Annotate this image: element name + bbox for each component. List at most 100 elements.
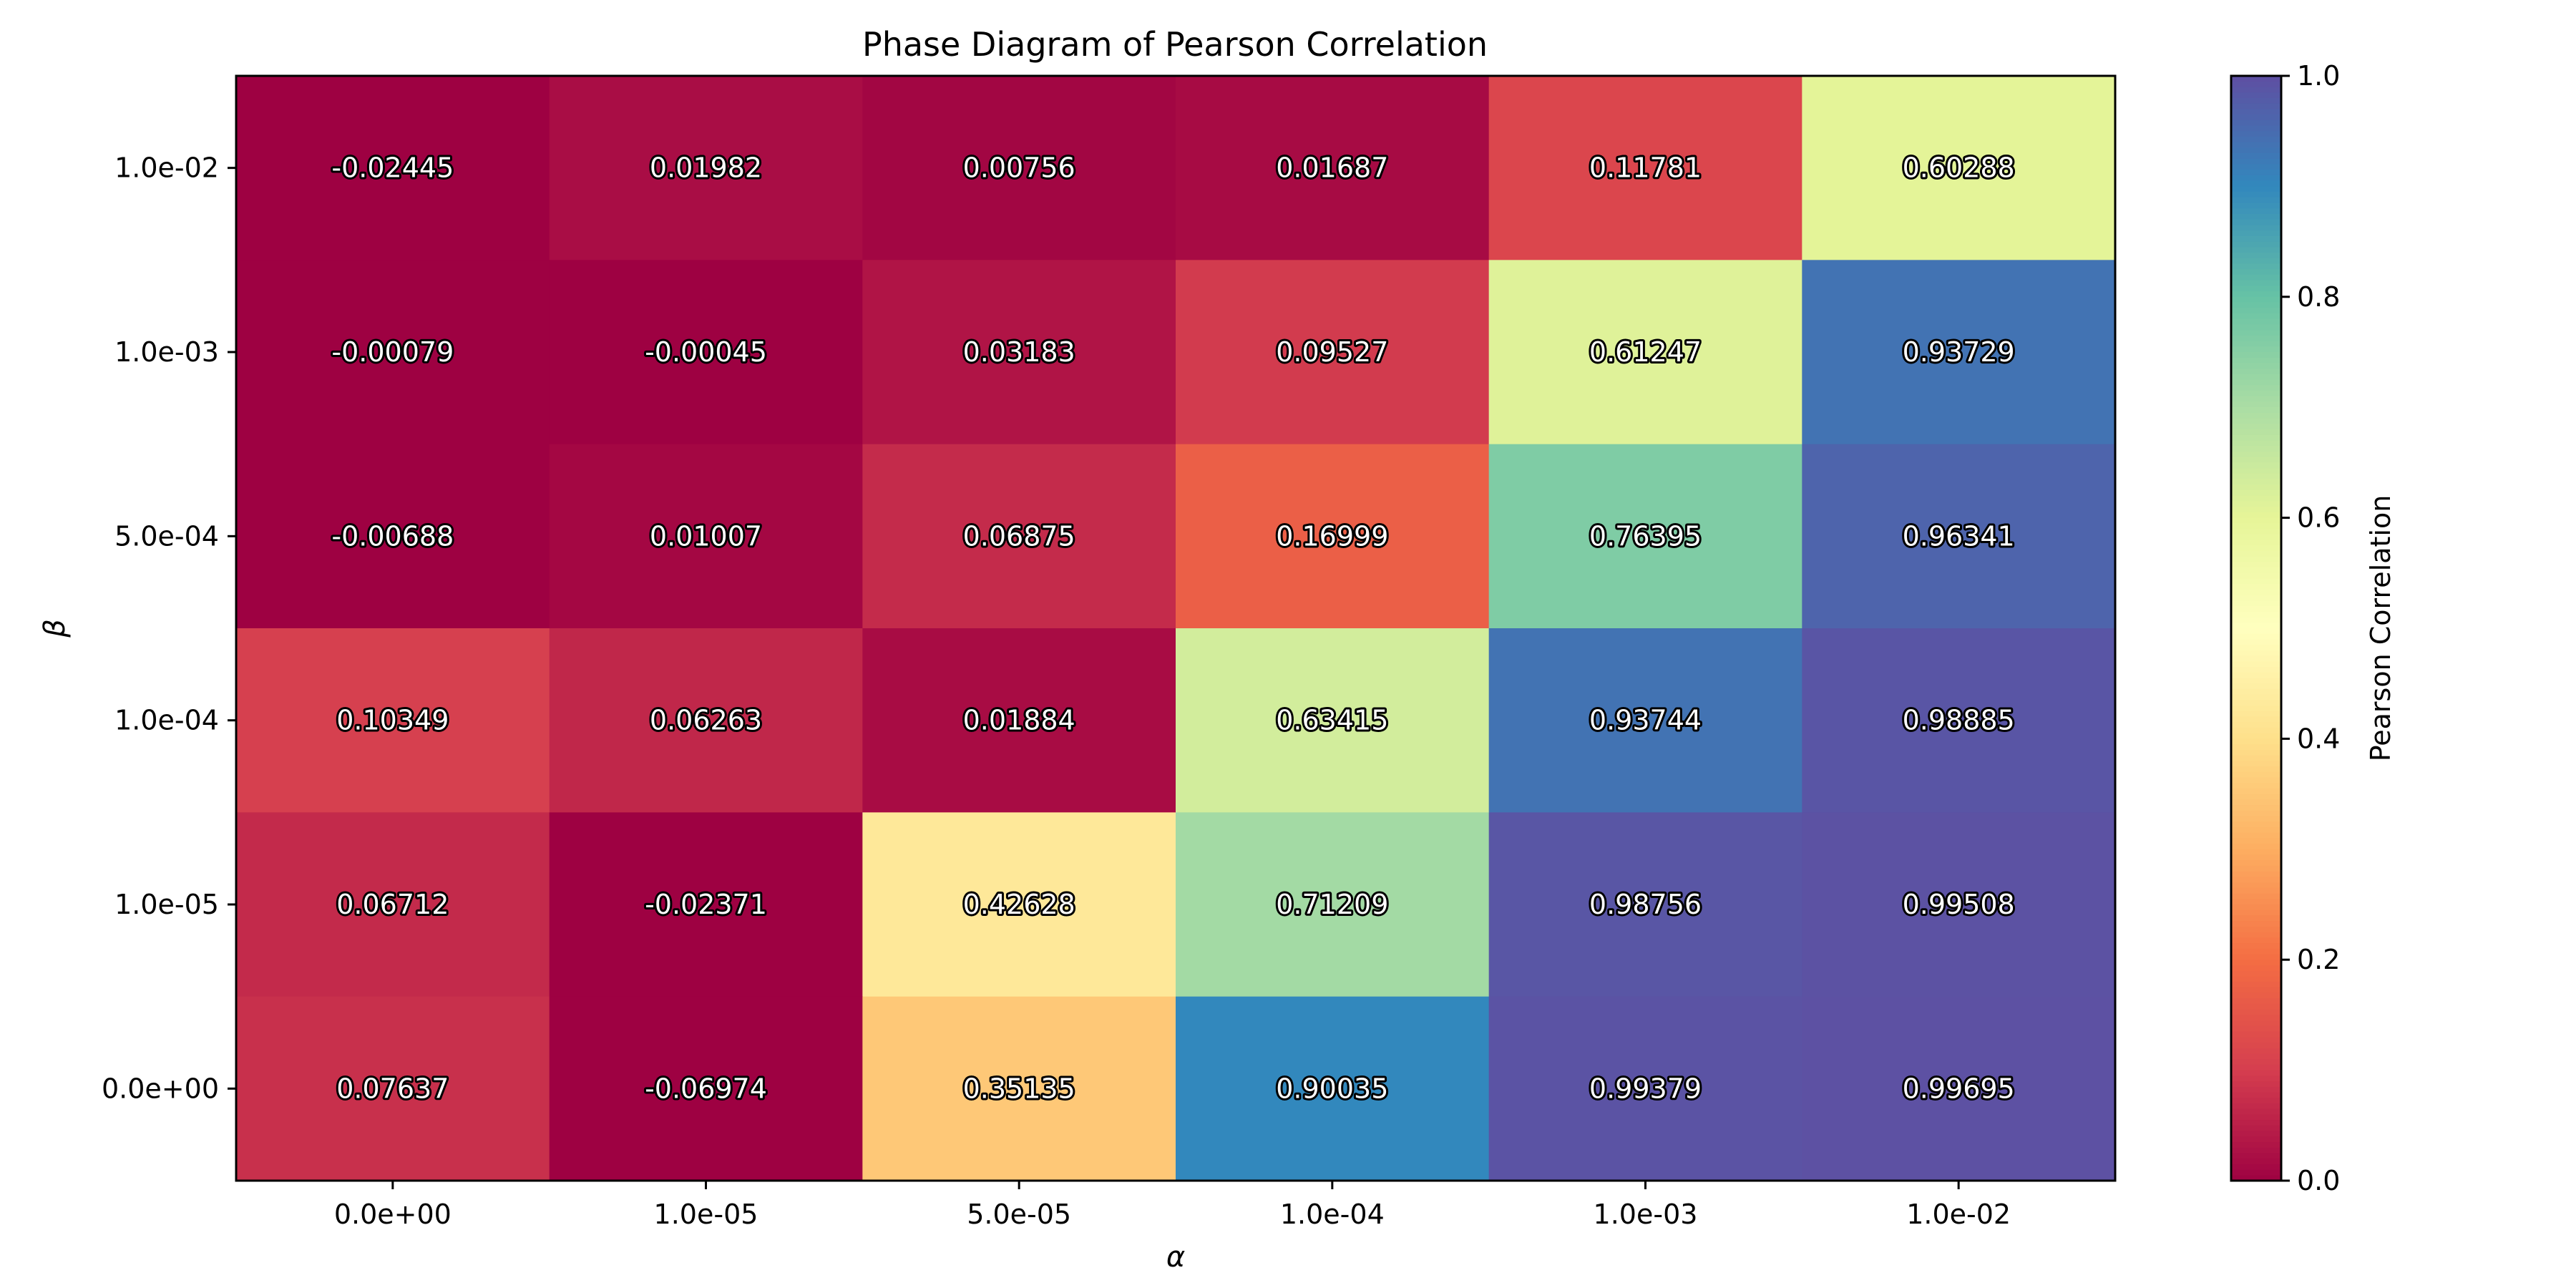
colorbar-tick-label: 0.6: [2297, 502, 2340, 534]
heatmap-cell-value: -0.00045: [645, 336, 767, 368]
heatmap-cell: [236, 260, 550, 445]
colorbar: [2230, 74, 2283, 1182]
colorbar-segment: [2231, 1064, 2281, 1071]
colorbar-segment: [2231, 838, 2281, 844]
colorbar-segment: [2231, 1098, 2281, 1104]
chart-title: Phase Diagram of Pearson Correlation: [862, 25, 1488, 64]
colorbar-segment: [2231, 170, 2281, 176]
colorbar-segment: [2231, 219, 2281, 226]
y-axis-ticks: 1.0e-02 1.0e-03 5.0e-04 1.0e-04 1.0e-05 0.0e+…: [102, 152, 236, 1104]
colorbar-segment: [2231, 440, 2281, 447]
heatmap-cell-value: 0.61247: [1589, 336, 1702, 368]
colorbar-segment: [2231, 153, 2281, 160]
colorbar-segment: [2231, 810, 2281, 817]
colorbar-segment: [2231, 175, 2281, 182]
colorbar-segment: [2231, 606, 2281, 613]
x-tick-label: 5.0e-05: [967, 1199, 1071, 1230]
colorbar-segment: [2231, 645, 2281, 651]
heatmap-cell: [1176, 996, 1490, 1181]
y-axis-label: β: [39, 619, 72, 638]
colorbar-segment: [2231, 832, 2281, 839]
heatmap-cell-value: 0.01884: [963, 705, 1075, 736]
colorbar-segment: [2231, 628, 2281, 635]
colorbar-segment: [2231, 352, 2281, 358]
heatmap-cell: [236, 812, 550, 997]
y-tick-label: 1.0e-03: [114, 336, 219, 368]
colorbar-segment: [2231, 114, 2281, 121]
colorbar-segment: [2231, 308, 2281, 314]
colorbar-segment: [2231, 771, 2281, 779]
colorbar-segment: [2231, 821, 2281, 828]
colorbar-segment: [2231, 186, 2281, 192]
heatmap-cell: [236, 76, 550, 260]
colorbar-segment: [2231, 109, 2281, 115]
colorbar-segment: [2231, 540, 2281, 546]
colorbar-segment: [2231, 291, 2281, 298]
colorbar-segment: [2231, 948, 2281, 955]
colorbar-segment: [2231, 490, 2281, 497]
colorbar-segment: [2231, 877, 2281, 883]
colorbar-segment: [2231, 523, 2281, 530]
heatmap-cell: [1802, 76, 2116, 260]
colorbar-segment: [2231, 766, 2281, 773]
colorbar-segment: [2231, 1141, 2281, 1148]
colorbar-segment: [2231, 142, 2281, 149]
colorbar-segment: [2231, 318, 2281, 326]
colorbar-segment: [2231, 1075, 2281, 1082]
colorbar-segment: [2231, 197, 2281, 204]
heatmap-cell-value: -0.00079: [331, 336, 454, 368]
colorbar-tick-label: 0.4: [2297, 723, 2340, 754]
colorbar-segment: [2231, 434, 2281, 441]
colorbar-segment: [2231, 76, 2281, 82]
colorbar-segment: [2231, 567, 2281, 574]
heatmap-cell: [1802, 260, 2116, 445]
heatmap-cell-value: 0.98756: [1589, 889, 1702, 920]
colorbar-segment: [2231, 396, 2281, 403]
colorbar-segment: [2231, 976, 2281, 982]
heatmap-cell: [1176, 260, 1490, 445]
colorbar-segment: [2231, 639, 2281, 645]
colorbar-label: Pearson Correlation: [2365, 495, 2396, 762]
colorbar-segment: [2231, 722, 2281, 728]
colorbar-segment: [2231, 1147, 2281, 1154]
heatmap-cell: [236, 996, 550, 1181]
colorbar-segment: [2231, 844, 2281, 850]
colorbar-segment: [2231, 1163, 2281, 1171]
colorbar-segment: [2231, 783, 2281, 789]
colorbar-segment: [2231, 706, 2281, 712]
colorbar-segment: [2231, 473, 2281, 480]
colorbar-segment: [2231, 1031, 2281, 1038]
colorbar-segment: [2231, 755, 2281, 762]
colorbar-segment: [2231, 230, 2281, 237]
colorbar-segment: [2231, 457, 2281, 464]
colorbar-segment: [2231, 136, 2281, 143]
colorbar-segment: [2231, 805, 2281, 811]
heatmap-cell-value: 0.99508: [1903, 889, 2015, 920]
colorbar-segment: [2231, 274, 2281, 281]
colorbar-segment: [2231, 363, 2281, 369]
heatmap-cell: [862, 628, 1176, 813]
colorbar-segment: [2231, 893, 2281, 900]
heatmap-cell: [862, 996, 1176, 1181]
colorbar-segment: [2231, 247, 2281, 253]
colorbar-segment: [2231, 119, 2281, 127]
colorbar-segment: [2231, 562, 2281, 568]
colorbar-segment: [2231, 909, 2281, 917]
x-tick-label: 0.0e+00: [334, 1199, 452, 1230]
colorbar-segment: [2231, 667, 2281, 673]
heatmap-cell-value: 0.00756: [963, 152, 1075, 184]
colorbar-segment: [2231, 882, 2281, 889]
colorbar-segment: [2231, 203, 2281, 210]
colorbar-segment: [2231, 617, 2281, 624]
heatmap-cell-value: 0.35135: [963, 1073, 1075, 1104]
colorbar-segment: [2231, 623, 2281, 629]
heatmap-cell-value: 0.01007: [650, 520, 762, 552]
colorbar-tick-label: 1.0: [2297, 60, 2340, 92]
colorbar-segment: [2231, 998, 2281, 1005]
colorbar-segment: [2231, 374, 2281, 381]
colorbar-segment: [2231, 777, 2281, 784]
colorbar-segment: [2231, 214, 2281, 220]
colorbar-segment: [2231, 401, 2281, 408]
heatmap-cell-value: 0.42628: [963, 889, 1075, 920]
colorbar-segment: [2231, 147, 2281, 154]
